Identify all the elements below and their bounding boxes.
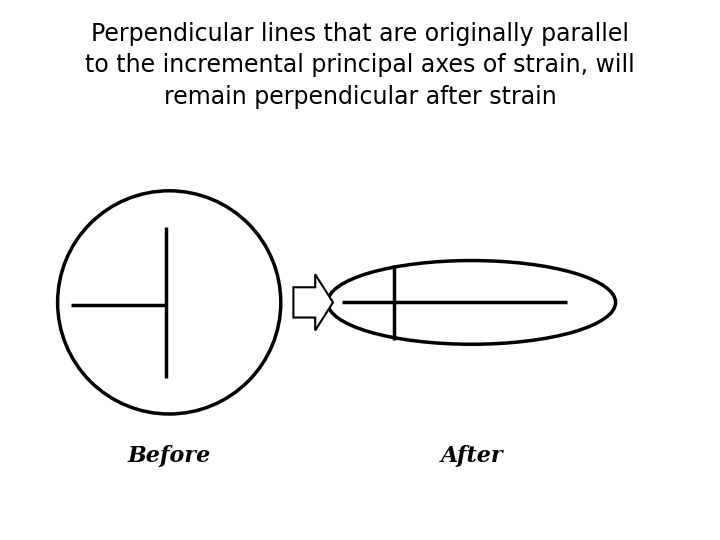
- Text: Perpendicular lines that are originally parallel
to the incremental principal ax: Perpendicular lines that are originally …: [85, 22, 635, 109]
- Polygon shape: [294, 274, 333, 330]
- Text: After: After: [441, 446, 503, 467]
- Text: Before: Before: [127, 446, 211, 467]
